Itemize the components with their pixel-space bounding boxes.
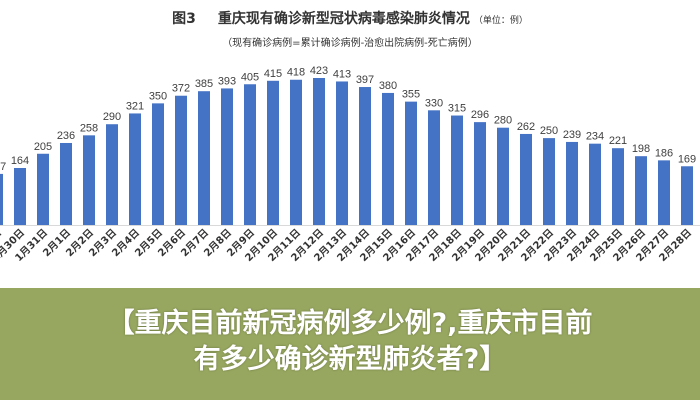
- bar-2月20日: [497, 127, 509, 225]
- data-label: 290: [103, 111, 121, 123]
- data-label: 321: [126, 100, 144, 112]
- bar-2月17日: [428, 110, 440, 225]
- figure-label: 图3: [172, 11, 196, 27]
- headline-text: 【重庆目前新冠病例多少例?,重庆市目前 有多少确诊新型肺炎者?】: [0, 306, 700, 378]
- data-label: 280: [494, 115, 512, 127]
- bar-2月4日: [129, 113, 141, 225]
- data-label: 372: [172, 83, 190, 95]
- data-label: 164: [11, 155, 29, 167]
- data-label: 393: [218, 75, 236, 87]
- bar-2月18日: [451, 115, 463, 225]
- data-label: 423: [310, 65, 328, 77]
- bar-2月1日: [60, 142, 72, 225]
- data-label: 330: [425, 97, 443, 109]
- headline-banner: [0, 288, 700, 400]
- bar-2月3日: [106, 124, 118, 225]
- data-label: 415: [264, 68, 282, 80]
- bar-2月13日: [336, 81, 348, 225]
- data-label: 296: [471, 109, 489, 121]
- bar-2月2日: [83, 135, 95, 225]
- unit-label: （单位：例）: [473, 16, 528, 26]
- data-label: 385: [195, 78, 213, 90]
- data-label: 186: [655, 147, 673, 159]
- bar-2月14日: [359, 87, 371, 225]
- data-label: 413: [333, 68, 351, 80]
- data-label: 236: [57, 130, 75, 142]
- chart-title: 图3 重庆现有确诊新型冠状病毒感染肺炎情况 （单位：例）: [0, 8, 700, 28]
- bar-2月6日: [175, 95, 187, 225]
- bar-2月19日: [474, 122, 486, 225]
- bar-2月8日: [221, 88, 233, 225]
- bar-2月25日: [612, 148, 624, 225]
- chart-subtitle: （现有确诊病例=累计确诊病例-治愈出院病例-死亡病例）: [222, 38, 478, 49]
- data-label: 205: [34, 141, 52, 153]
- bar-2月9日: [244, 84, 256, 226]
- bar-2月28日: [681, 166, 693, 225]
- data-label: 380: [379, 80, 397, 92]
- headline-line-1: 【重庆目前新冠病例多少例?,重庆市目前: [107, 308, 593, 339]
- data-label: 355: [402, 89, 420, 101]
- data-label: 397: [356, 74, 374, 86]
- headline-line-2: 有多少确诊新型肺炎者?】: [193, 344, 507, 375]
- bar-2月15日: [382, 92, 394, 225]
- data-label: 315: [448, 103, 466, 115]
- data-label: 250: [540, 125, 558, 137]
- data-label: 418: [287, 67, 305, 79]
- data-label: 405: [241, 71, 259, 83]
- bar-2月22日: [543, 138, 555, 225]
- title-text: 重庆现有确诊新型冠状病毒感染肺炎情况: [217, 11, 470, 27]
- data-label: 221: [609, 135, 627, 147]
- data-label: 239: [563, 129, 581, 141]
- data-label: 258: [80, 122, 98, 134]
- data-label: 350: [149, 90, 167, 102]
- bar-2月21日: [520, 133, 532, 225]
- bar-2月5日: [152, 103, 164, 225]
- bar-1月30日: [14, 168, 26, 225]
- bar-2月12日: [313, 78, 325, 225]
- bar-1月31日: [37, 153, 49, 225]
- bar-2月27日: [658, 160, 670, 225]
- bar-2月16日: [405, 101, 417, 225]
- bar-2月10日: [267, 80, 279, 225]
- bar-2月26日: [635, 156, 647, 225]
- bar-2月24日: [589, 143, 601, 225]
- bar-2月23日: [566, 141, 578, 225]
- bar-1月29日: [0, 173, 3, 225]
- data-label: 147: [0, 161, 6, 173]
- data-label: 169: [678, 153, 696, 165]
- bar-2月7日: [198, 91, 210, 225]
- data-label: 262: [517, 121, 535, 133]
- data-label: 234: [586, 131, 604, 143]
- data-label: 198: [632, 143, 650, 155]
- bar-2月11日: [290, 79, 302, 226]
